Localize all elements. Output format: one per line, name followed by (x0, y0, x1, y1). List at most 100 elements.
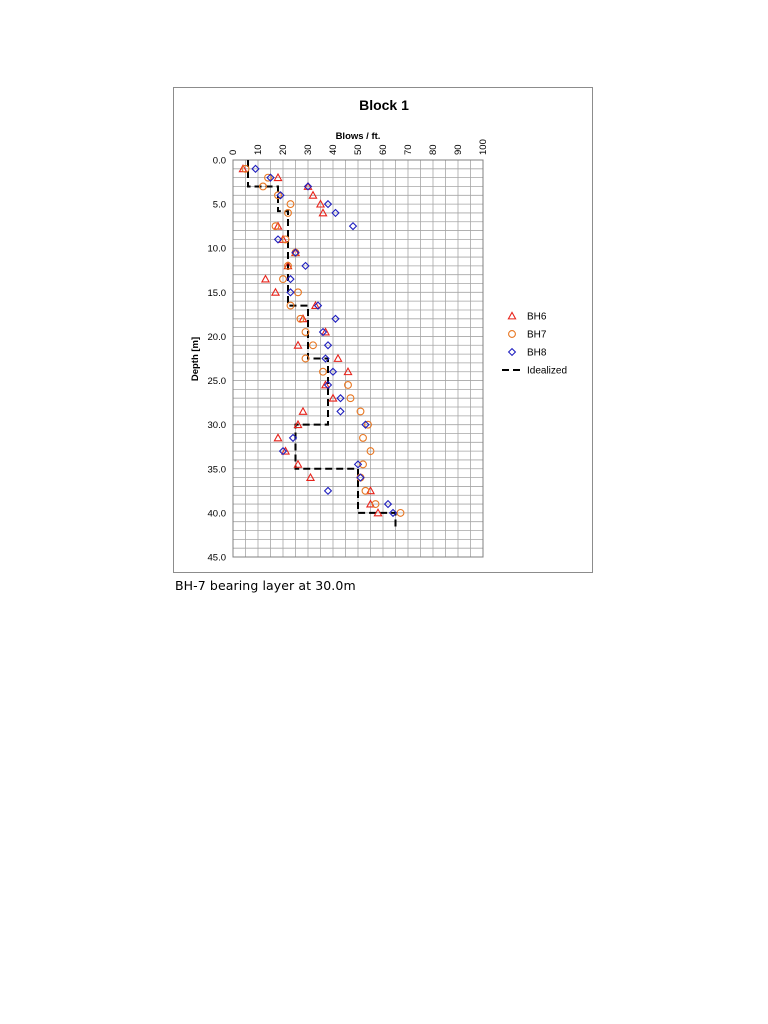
point-bh6 (293, 419, 303, 429)
point-bh6 (315, 199, 326, 208)
point-bh6 (293, 340, 303, 349)
point-bh7 (296, 314, 305, 323)
point-bh7 (371, 500, 380, 509)
point-bh8 (251, 164, 260, 174)
point-bh8 (318, 327, 328, 337)
point-bh8 (288, 433, 298, 443)
point-bh7 (274, 191, 282, 200)
point-bh8 (323, 341, 333, 350)
x-tick-label: 40 (328, 144, 339, 155)
point-bh7 (264, 173, 272, 182)
point-bh8 (348, 221, 358, 231)
y-tick-label: 10.0 (208, 244, 227, 255)
x-tick-label: 50 (353, 144, 364, 155)
y-tick-label: 35.0 (208, 464, 227, 475)
point-bh7 (301, 328, 310, 336)
point-bh7 (284, 261, 292, 270)
point-bh8 (331, 314, 340, 323)
point-bh8 (303, 182, 313, 191)
point-bh8 (286, 274, 295, 284)
points-layer (238, 164, 405, 518)
point-bh7 (286, 301, 295, 310)
point-bh8 (286, 288, 295, 297)
point-bh8 (276, 191, 285, 200)
x-tick-label: 20 (278, 144, 289, 155)
point-bh7 (286, 200, 295, 209)
point-bh7 (301, 354, 310, 363)
point-bh8 (361, 420, 370, 429)
y-axis-label: Depth [m] (190, 337, 201, 381)
point-bh6 (293, 459, 303, 468)
point-bh7 (346, 394, 355, 403)
point-bh6 (328, 393, 338, 402)
legend: BH6 BH7 BH8 Idealized (502, 311, 567, 377)
y-tick-label: 25.0 (208, 376, 227, 387)
point-bh7 (359, 433, 367, 442)
y-tick-label: 20.0 (208, 332, 227, 343)
y-tick-label: 15.0 (208, 288, 227, 299)
x-tick-labels: 0 10 20 30 40 50 60 70 80 90 100 (228, 139, 489, 155)
legend-label: BH6 (527, 312, 547, 323)
point-bh6 (308, 190, 318, 199)
point-bh8 (273, 235, 283, 244)
plot-border (232, 159, 484, 558)
chart-frame: 0 10 20 30 40 50 60 70 80 90 100 0.0 5.0 10.0 15.0 20.… (173, 87, 593, 573)
point-bh7 (259, 182, 267, 191)
point-bh7 (356, 407, 365, 416)
point-bh8 (278, 446, 288, 456)
y-tick-label: 45.0 (208, 553, 227, 564)
x-tick-label: 30 (303, 144, 314, 155)
point-bh6 (320, 380, 331, 389)
point-bh6 (333, 353, 343, 362)
point-bh7 (241, 164, 250, 173)
point-bh8 (323, 199, 333, 209)
point-bh8 (323, 486, 333, 496)
point-bh7 (284, 208, 292, 217)
legend-label: Idealized (527, 366, 567, 377)
y-tick-label: 40.0 (208, 508, 227, 519)
point-bh8 (328, 367, 338, 376)
point-bh7 (271, 222, 280, 231)
point-bh6 (310, 300, 321, 309)
point-bh6 (298, 406, 308, 415)
point-bh6 (273, 433, 283, 442)
chart-title: Block 1 (359, 97, 409, 113)
point-bh7 (319, 367, 327, 376)
point-bh8 (301, 261, 310, 271)
x-tick-label: 10 (253, 144, 264, 155)
chart-canvas: 0 10 20 30 40 50 60 70 80 90 100 0.0 5.0 10.0 15.0 20.… (190, 97, 567, 564)
y-tick-label: 5.0 (213, 200, 226, 211)
point-bh7 (364, 420, 372, 429)
grid-layer (232, 159, 484, 558)
point-bh8 (353, 460, 363, 469)
point-bh8 (336, 407, 345, 416)
point-bh8 (266, 173, 275, 182)
point-bh7 (366, 447, 375, 456)
point-bh8 (388, 508, 398, 518)
legend-marker-bh6 (507, 311, 517, 320)
x-tick-label: 60 (378, 144, 389, 155)
x-tick-label: 100 (478, 139, 489, 155)
x-tick-label: 70 (403, 144, 414, 155)
y-tick-labels: 0.0 5.0 10.0 15.0 20.0 25.0 30.0 35.0 40.0 45.0 (208, 156, 227, 564)
x-tick-label: 90 (453, 144, 464, 155)
point-bh7 (309, 341, 317, 350)
y-tick-label: 0.0 (213, 156, 226, 167)
point-bh6 (270, 287, 281, 296)
legend-marker-bh7 (508, 330, 516, 338)
legend-label: BH7 (527, 330, 547, 341)
x-tick-label: 0 (228, 150, 239, 155)
point-bh8 (356, 473, 365, 482)
point-bh7 (359, 460, 367, 469)
point-bh6 (305, 472, 316, 482)
y-tick-label: 30.0 (208, 420, 227, 431)
point-bh6 (273, 172, 283, 182)
legend-label: BH8 (527, 348, 547, 359)
point-bh8 (323, 380, 333, 390)
point-bh8 (331, 208, 340, 218)
point-bh7 (361, 486, 370, 495)
point-bh8 (321, 354, 330, 363)
chart-caption: BH-7 bearing layer at 30.0m (175, 578, 356, 593)
point-bh6 (343, 367, 353, 376)
point-bh8 (291, 248, 300, 257)
